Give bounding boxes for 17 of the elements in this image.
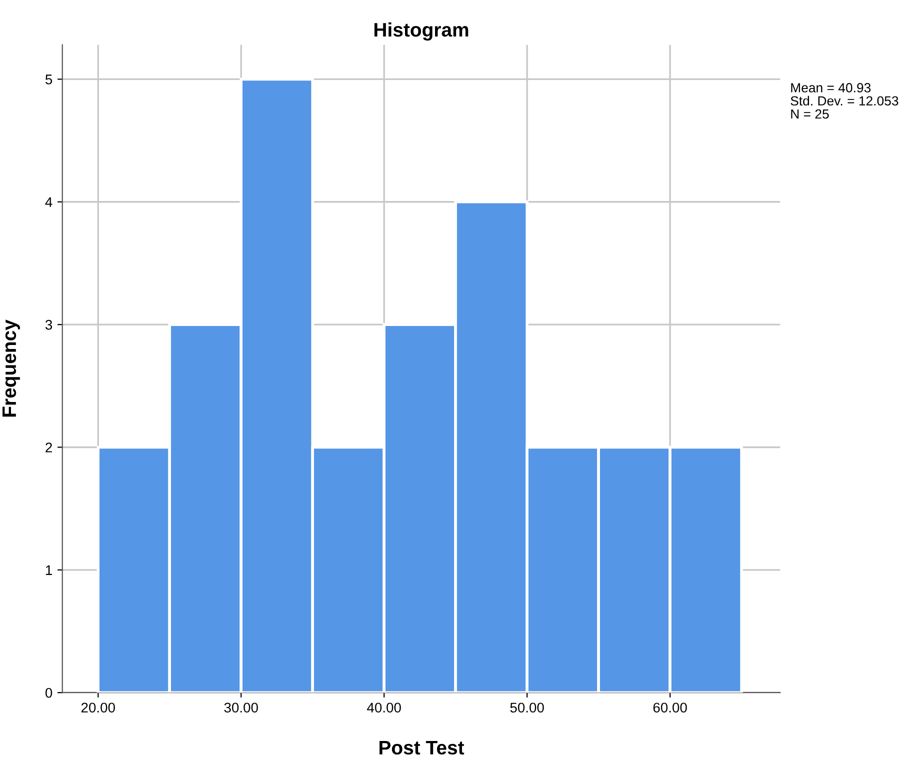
- x-tick-label: 20.00: [81, 702, 115, 713]
- text: Mean = 40.93: [791, 83, 871, 92]
- x-tick-label: 50.00: [510, 702, 544, 713]
- y-tick-label: 0: [45, 688, 52, 698]
- x-tick-label: 40.00: [367, 702, 401, 713]
- chart-title: Histogram: [374, 22, 468, 41]
- text: N = 25: [791, 109, 829, 119]
- x-tick-label: 30.00: [224, 702, 258, 713]
- y-axis-title: Frequency: [2, 320, 20, 417]
- text: Std. Dev. = 12.053: [790, 96, 898, 106]
- y-tick-label: 5: [45, 74, 52, 84]
- y-tick-label: 3: [45, 320, 52, 330]
- y-tick-label: 2: [46, 442, 52, 452]
- y-tick-label: 1: [46, 565, 52, 575]
- x-tick-label: 60.00: [653, 702, 687, 713]
- x-axis-title: Post Test: [380, 740, 464, 755]
- y-tick-label: 4: [45, 197, 52, 207]
